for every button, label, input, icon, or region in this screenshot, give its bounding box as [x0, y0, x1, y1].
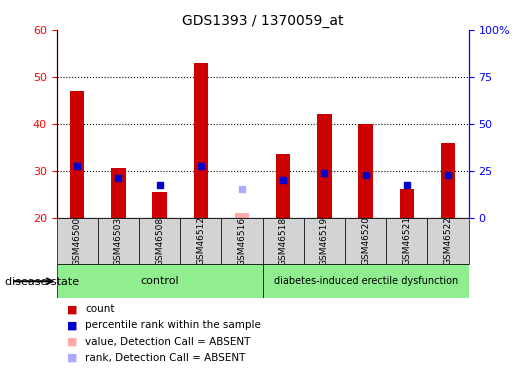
Text: disease state: disease state — [5, 277, 79, 287]
Text: diabetes-induced erectile dysfunction: diabetes-induced erectile dysfunction — [273, 276, 458, 286]
Text: GSM46508: GSM46508 — [155, 216, 164, 266]
Bar — [317, 114, 332, 218]
FancyBboxPatch shape — [304, 217, 345, 264]
Text: control: control — [141, 276, 179, 286]
Text: GSM46516: GSM46516 — [237, 216, 247, 266]
Bar — [276, 154, 290, 218]
Text: GSM46512: GSM46512 — [196, 216, 205, 266]
Bar — [400, 189, 414, 217]
Text: GSM46503: GSM46503 — [114, 216, 123, 266]
FancyBboxPatch shape — [139, 217, 180, 264]
Bar — [152, 192, 167, 217]
Text: GSM46518: GSM46518 — [279, 216, 288, 266]
Text: GSM46519: GSM46519 — [320, 216, 329, 266]
FancyBboxPatch shape — [345, 217, 386, 264]
Bar — [235, 213, 249, 217]
Title: GDS1393 / 1370059_at: GDS1393 / 1370059_at — [182, 13, 344, 28]
Text: percentile rank within the sample: percentile rank within the sample — [85, 321, 261, 330]
Text: GSM46520: GSM46520 — [361, 216, 370, 266]
Bar — [70, 91, 84, 218]
Bar — [441, 142, 455, 218]
FancyBboxPatch shape — [180, 217, 221, 264]
Text: ■: ■ — [67, 321, 77, 330]
Text: value, Detection Call = ABSENT: value, Detection Call = ABSENT — [85, 337, 250, 346]
Text: ■: ■ — [67, 337, 77, 346]
FancyBboxPatch shape — [98, 217, 139, 264]
FancyBboxPatch shape — [263, 217, 304, 264]
Text: count: count — [85, 304, 114, 314]
FancyBboxPatch shape — [263, 264, 469, 298]
Text: ■: ■ — [67, 304, 77, 314]
Text: ■: ■ — [67, 353, 77, 363]
FancyBboxPatch shape — [427, 217, 469, 264]
FancyBboxPatch shape — [57, 217, 98, 264]
FancyBboxPatch shape — [57, 264, 263, 298]
Text: GSM46500: GSM46500 — [73, 216, 82, 266]
Bar — [111, 168, 126, 217]
FancyBboxPatch shape — [221, 217, 263, 264]
Text: rank, Detection Call = ABSENT: rank, Detection Call = ABSENT — [85, 353, 245, 363]
FancyBboxPatch shape — [386, 217, 427, 264]
Bar — [194, 63, 208, 217]
Text: GSM46522: GSM46522 — [443, 216, 453, 266]
Bar — [358, 124, 373, 218]
Text: GSM46521: GSM46521 — [402, 216, 411, 266]
